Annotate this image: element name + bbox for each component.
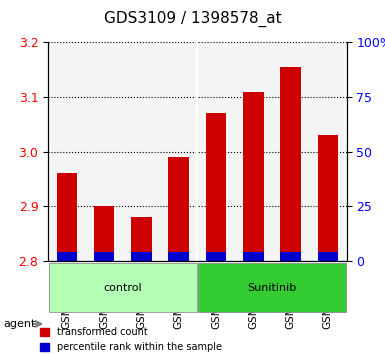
Text: Sunitinib: Sunitinib [247,283,296,293]
Bar [280,67,301,261]
Bar [168,157,189,261]
Bar [94,252,114,261]
Bar [243,252,263,261]
Bar [94,206,114,261]
Bar [206,252,226,261]
Legend: transformed count, percentile rank within the sample: transformed count, percentile rank withi… [36,324,226,354]
Text: agent: agent [4,319,36,329]
Bar [318,252,338,261]
Bar [168,252,189,261]
Bar [280,252,301,261]
FancyBboxPatch shape [49,263,197,312]
Bar [318,135,338,261]
Text: GDS3109 / 1398578_at: GDS3109 / 1398578_at [104,11,281,27]
Bar [131,252,152,261]
Bar [131,217,152,261]
Bar [57,252,77,261]
Bar [57,173,77,261]
Text: control: control [104,283,142,293]
FancyBboxPatch shape [198,263,346,312]
Bar [243,92,263,261]
Bar [206,113,226,261]
